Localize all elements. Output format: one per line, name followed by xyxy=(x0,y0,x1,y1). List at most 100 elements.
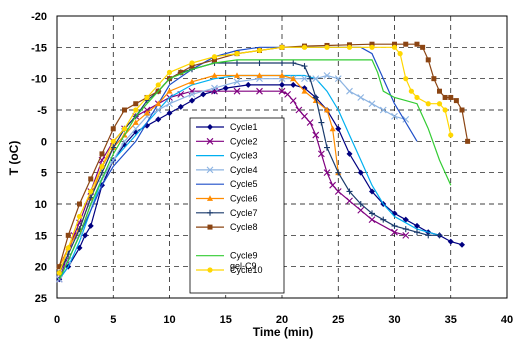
legend-entry: Cycle2 xyxy=(196,136,258,146)
data-point xyxy=(133,101,139,107)
data-point xyxy=(155,116,162,123)
x-tick-label: 30 xyxy=(388,314,400,326)
x-tick-label: 15 xyxy=(220,314,232,326)
data-point xyxy=(324,44,330,50)
series-layer xyxy=(55,41,471,283)
legend-label: Cycle9 xyxy=(230,251,258,261)
plot-area-frame xyxy=(56,15,508,299)
data-point xyxy=(391,228,398,236)
data-point xyxy=(189,78,195,85)
data-point xyxy=(392,41,397,47)
data-point xyxy=(122,107,127,113)
data-point xyxy=(234,60,240,66)
data-point xyxy=(442,94,448,100)
data-point xyxy=(133,107,139,113)
series-line xyxy=(58,74,339,267)
data-point xyxy=(306,119,314,126)
data-point xyxy=(233,87,241,95)
data-point xyxy=(379,106,387,114)
data-point xyxy=(99,169,105,176)
data-point xyxy=(346,188,353,195)
data-point xyxy=(56,270,62,276)
data-point xyxy=(397,51,403,57)
data-point xyxy=(278,87,286,95)
data-point xyxy=(346,87,353,95)
tick-labels: 0 5 10 15 20 25 30 35 40 -20 -15 -10 -5 0 5 10 15 20 25 xyxy=(31,11,513,326)
data-point xyxy=(414,229,420,236)
data-point xyxy=(357,169,364,176)
data-point xyxy=(155,82,161,88)
data-point xyxy=(425,57,431,63)
legend-marker xyxy=(206,137,214,145)
data-point xyxy=(132,119,139,125)
data-point xyxy=(403,76,409,82)
data-point xyxy=(234,72,240,78)
data-point xyxy=(144,109,150,116)
data-point xyxy=(357,94,365,101)
data-point xyxy=(279,44,285,50)
data-point xyxy=(121,126,128,132)
data-point xyxy=(110,144,117,151)
y-tick-label: -10 xyxy=(31,74,47,86)
data-point xyxy=(290,60,297,66)
data-point xyxy=(369,44,375,50)
data-point xyxy=(256,72,263,78)
series-line xyxy=(58,59,452,280)
y-tick-label: 0 xyxy=(41,136,47,148)
data-point xyxy=(369,188,375,195)
data-point xyxy=(76,213,83,220)
data-point xyxy=(110,126,116,132)
legend-entry: Cycle9 xyxy=(196,251,258,261)
data-point xyxy=(329,125,336,132)
data-point xyxy=(55,275,63,283)
data-point xyxy=(144,94,150,101)
data-point xyxy=(88,176,94,182)
y-axis-title: T (oC) xyxy=(7,141,21,176)
legend-label: Cycle1 xyxy=(230,122,258,132)
data-point xyxy=(312,75,320,83)
legend-marker xyxy=(207,267,213,273)
legend-marker xyxy=(207,209,213,216)
data-point xyxy=(324,106,330,113)
legend-marker xyxy=(206,166,214,174)
data-point xyxy=(442,107,448,113)
data-point xyxy=(317,150,325,158)
legend-marker xyxy=(207,195,213,201)
data-point xyxy=(211,84,218,92)
data-point xyxy=(234,51,240,57)
data-point xyxy=(211,72,218,78)
legend-entry: Cycle7 xyxy=(196,208,258,218)
data-point xyxy=(391,112,398,120)
data-point xyxy=(346,150,353,157)
legend-entry: Cycle8 xyxy=(196,222,258,232)
data-point xyxy=(368,100,376,108)
data-point xyxy=(279,72,285,78)
y-tick-label: -15 xyxy=(31,42,47,54)
data-point xyxy=(323,72,331,79)
x-tick-label: 40 xyxy=(501,314,513,326)
series-cycle10 xyxy=(56,44,454,276)
data-point xyxy=(295,106,303,114)
data-point xyxy=(284,90,292,98)
data-point xyxy=(369,210,375,217)
x-tick-label: 25 xyxy=(332,314,344,326)
data-point xyxy=(290,75,297,82)
data-point xyxy=(436,101,443,107)
data-point xyxy=(301,63,308,70)
data-point xyxy=(369,41,375,47)
legend-label: Cycle3 xyxy=(230,151,258,161)
data-point xyxy=(357,201,364,207)
data-point xyxy=(312,94,319,101)
data-point xyxy=(318,119,325,126)
data-point xyxy=(77,201,82,207)
data-point xyxy=(402,226,409,233)
data-point xyxy=(189,63,195,69)
legend-label: Cycle5 xyxy=(230,179,258,189)
legend-entry: Cycle1 xyxy=(196,122,258,132)
data-point xyxy=(357,206,365,214)
data-point xyxy=(178,69,184,75)
data-point xyxy=(290,81,297,88)
data-point xyxy=(448,94,454,100)
legend-entry: Cycle5 xyxy=(196,179,258,189)
